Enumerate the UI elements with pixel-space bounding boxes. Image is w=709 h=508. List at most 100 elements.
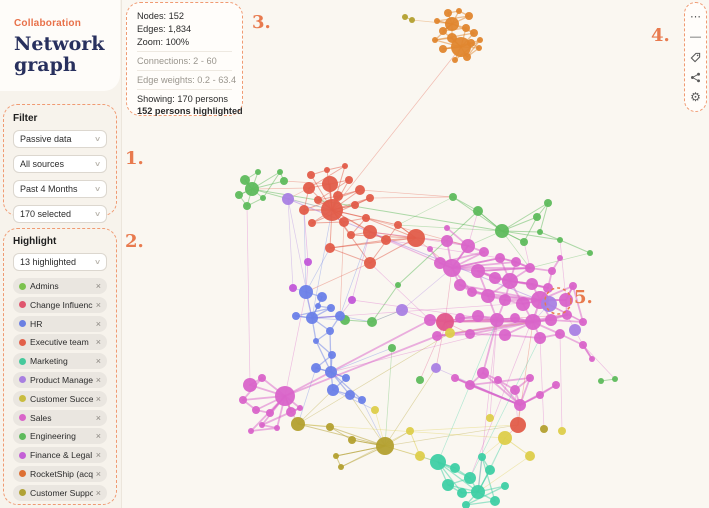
graph-node[interactable] [326,423,334,431]
graph-node[interactable] [589,356,595,362]
graph-node[interactable] [544,199,552,207]
filter-dropdown-0[interactable]: Passive data ∨ [13,130,107,148]
graph-node[interactable] [485,465,495,475]
remove-tag-icon[interactable]: × [95,487,101,498]
graph-node[interactable] [510,417,526,433]
graph-node[interactable] [552,381,560,389]
filter-dropdown-3[interactable]: 170 selected ∨ [13,205,107,223]
graph-node[interactable] [476,45,482,51]
graph-node[interactable] [536,391,544,399]
graph-node[interactable] [313,338,319,344]
graph-node[interactable] [436,313,454,331]
graph-node[interactable] [598,378,604,384]
graph-node[interactable] [465,12,473,20]
graph-node[interactable] [520,238,528,246]
graph-node[interactable] [367,317,377,327]
graph-node[interactable] [516,297,530,311]
graph-node[interactable] [555,329,565,339]
graph-node[interactable] [445,328,455,338]
graph-node[interactable] [495,253,505,263]
graph-node[interactable] [291,417,305,431]
graph-node[interactable] [490,313,504,327]
graph-node[interactable] [445,17,459,31]
graph-node[interactable] [559,293,573,307]
graph-node[interactable] [338,464,344,470]
graph-node[interactable] [525,451,535,461]
highlight-tag[interactable]: Customer Success× [13,390,107,407]
graph-node[interactable] [465,329,475,339]
graph-node[interactable] [490,496,500,506]
highlight-tag[interactable]: Sales × [13,409,107,426]
graph-node[interactable] [266,409,274,417]
graph-node[interactable] [355,185,365,195]
highlight-selector-dropdown[interactable]: 13 highlighted ∨ [13,253,107,271]
filter-dropdown-1[interactable]: All sources ∨ [13,155,107,173]
graph-node[interactable] [366,194,374,202]
graph-node[interactable] [326,327,334,335]
graph-node[interactable] [348,296,356,304]
graph-node[interactable] [289,284,297,292]
graph-node[interactable] [430,454,446,470]
graph-node[interactable] [537,229,543,235]
graph-node[interactable] [471,485,485,499]
highlight-tag[interactable]: Finance & Legal × [13,447,107,464]
graph-node[interactable] [477,37,483,43]
graph-node[interactable] [431,363,441,373]
share-icon[interactable] [685,71,706,83]
graph-node[interactable] [501,482,509,490]
graph-node[interactable] [534,332,546,344]
minimize-icon[interactable]: — [690,30,701,43]
graph-node[interactable] [526,278,538,290]
graph-node[interactable] [348,436,356,444]
graph-node[interactable] [258,374,266,382]
graph-node[interactable] [427,246,433,252]
graph-node[interactable] [303,182,315,194]
graph-node[interactable] [558,427,566,435]
remove-tag-icon[interactable]: × [95,468,101,479]
graph-node[interactable] [499,329,511,341]
graph-node[interactable] [381,235,391,245]
graph-node[interactable] [569,324,581,336]
graph-node[interactable] [495,224,509,238]
graph-node[interactable] [297,405,303,411]
graph-node[interactable] [467,39,475,47]
graph-node[interactable] [407,229,425,247]
graph-node[interactable] [245,182,259,196]
graph-node[interactable] [557,237,563,243]
highlight-tag[interactable]: Product Manage...× [13,371,107,388]
remove-tag-icon[interactable]: × [95,318,101,329]
graph-node[interactable] [470,29,478,37]
graph-node[interactable] [335,311,345,321]
graph-node[interactable] [339,217,349,227]
graph-node[interactable] [489,272,501,284]
graph-node[interactable] [525,314,541,330]
remove-tag-icon[interactable]: × [95,356,101,367]
graph-node[interactable] [587,250,593,256]
graph-node[interactable] [465,380,475,390]
graph-node[interactable] [252,406,260,414]
graph-node[interactable] [540,425,548,433]
graph-node[interactable] [324,167,330,173]
graph-node[interactable] [362,214,370,222]
graph-node[interactable] [569,282,577,290]
graph-node[interactable] [306,312,318,324]
graph-node[interactable] [275,386,295,406]
graph-node[interactable] [454,279,466,291]
graph-node[interactable] [416,376,424,384]
graph-node[interactable] [481,289,495,303]
graph-node[interactable] [376,437,394,455]
graph-node[interactable] [314,196,322,204]
highlight-tag[interactable]: Engineering × [13,428,107,445]
graph-node[interactable] [494,376,502,384]
graph-node[interactable] [325,243,335,253]
graph-node[interactable] [444,225,450,231]
graph-node[interactable] [328,351,336,359]
graph-node[interactable] [498,431,512,445]
graph-node[interactable] [282,193,294,205]
graph-node[interactable] [461,239,475,253]
graph-node[interactable] [259,422,265,428]
graph-node[interactable] [479,247,489,257]
graph-node[interactable] [478,453,486,461]
graph-node[interactable] [342,374,350,382]
graph-node[interactable] [317,292,327,302]
